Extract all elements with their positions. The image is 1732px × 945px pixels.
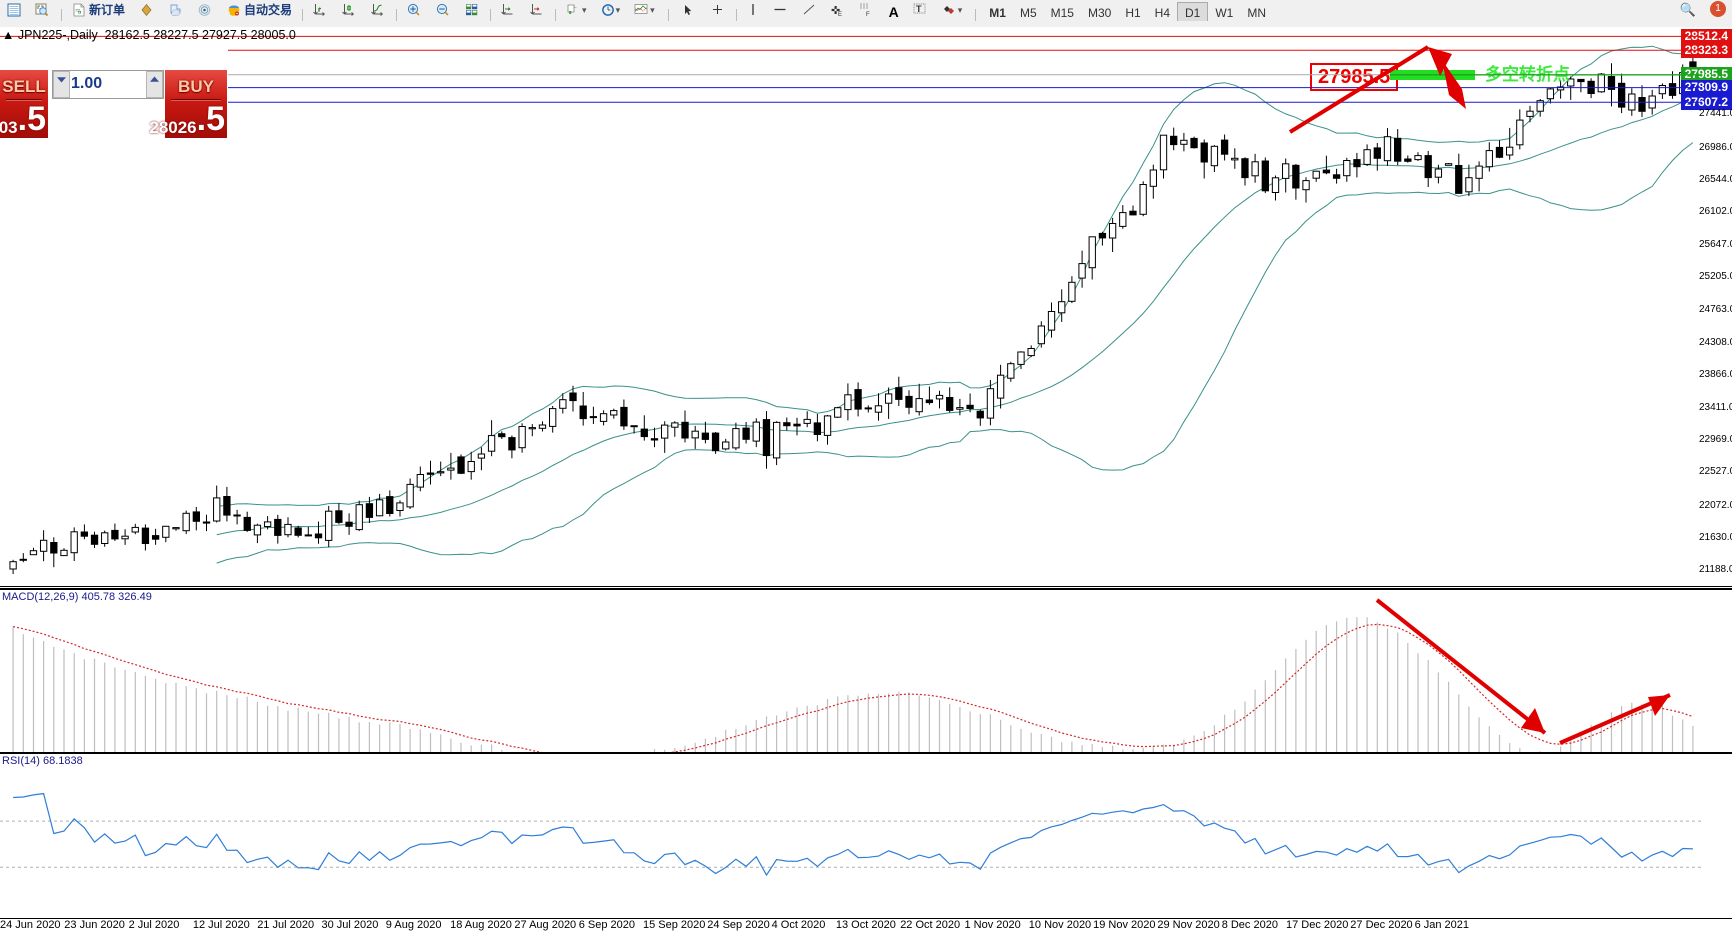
svg-text:F: F	[866, 12, 870, 17]
svg-text:E: E	[838, 12, 842, 17]
svg-text:T: T	[916, 4, 922, 14]
